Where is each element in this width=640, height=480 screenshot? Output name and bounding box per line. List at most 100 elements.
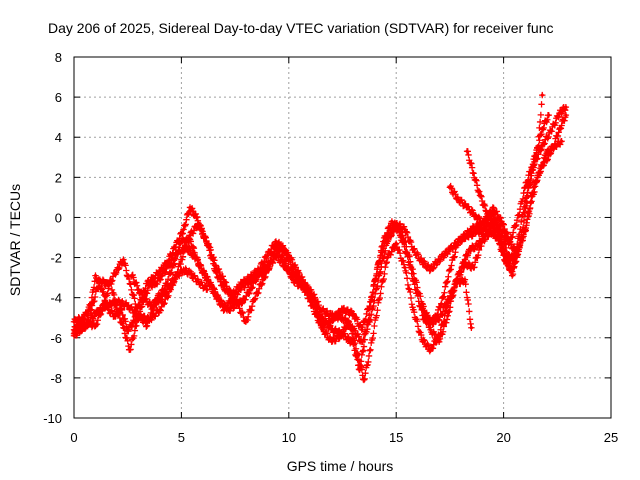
chart-title: Day 206 of 2025, Sidereal Day-to-day VTE…	[48, 20, 554, 36]
data-point	[517, 213, 521, 218]
series-trace-8	[128, 265, 211, 311]
data-point	[330, 328, 334, 332]
data-point	[459, 237, 463, 242]
data-point	[179, 257, 183, 262]
data-point	[377, 298, 381, 302]
data-point	[321, 328, 325, 332]
data-point	[448, 267, 452, 272]
data-point	[93, 324, 98, 328]
data-point	[437, 257, 441, 262]
y-tick-label: -6	[50, 331, 62, 346]
data-point	[340, 316, 345, 320]
data-point	[188, 272, 192, 276]
data-point	[360, 340, 364, 344]
data-point	[136, 288, 141, 292]
data-point	[72, 334, 76, 338]
data-point	[214, 269, 218, 274]
data-point	[340, 308, 345, 312]
series-trace-4	[70, 111, 552, 384]
x-tick-label: 5	[178, 430, 185, 445]
data-point	[484, 209, 489, 214]
data-point	[218, 300, 222, 304]
data-point	[491, 225, 495, 230]
data-point	[119, 308, 123, 312]
data-point	[115, 308, 119, 312]
data-point	[549, 129, 553, 133]
data-point	[147, 284, 151, 288]
x-tick-label: 25	[604, 430, 618, 445]
data-point	[257, 267, 261, 272]
data-point	[420, 302, 424, 306]
data-point	[529, 165, 534, 169]
x-tick-label: 10	[282, 430, 296, 445]
data-series	[70, 91, 570, 384]
data-point	[517, 247, 521, 252]
data-point	[121, 257, 126, 262]
data-point	[403, 265, 407, 270]
data-point	[205, 241, 209, 246]
data-point	[179, 239, 183, 244]
data-point	[368, 348, 373, 352]
data-point	[411, 272, 415, 276]
data-point	[394, 241, 398, 246]
data-point	[209, 284, 214, 288]
x-tick-label: 0	[70, 430, 77, 445]
data-point	[121, 326, 126, 330]
data-point	[222, 280, 226, 284]
data-point	[377, 259, 381, 264]
data-point	[261, 278, 265, 282]
data-point	[184, 245, 188, 250]
data-point	[413, 288, 418, 292]
data-point	[151, 276, 156, 280]
y-tick-label: 0	[55, 210, 62, 225]
data-point	[510, 274, 514, 278]
data-point	[420, 338, 424, 342]
data-point	[154, 282, 158, 286]
data-point	[231, 296, 235, 300]
data-point	[270, 259, 274, 264]
data-point	[248, 280, 252, 284]
axis-ticks: 0 5 10 15 20 25 -10 -8 -6 -4 -2 0 2 4 6 8	[43, 50, 618, 445]
data-point	[360, 328, 364, 332]
series-trace-7	[418, 275, 475, 331]
data-point	[403, 227, 407, 232]
data-point	[108, 280, 113, 284]
data-point	[214, 263, 218, 268]
data-point	[463, 257, 467, 262]
data-point	[143, 298, 147, 302]
data-point	[126, 328, 130, 332]
data-point	[80, 316, 85, 320]
data-point	[87, 322, 91, 326]
x-tick-label: 20	[496, 430, 510, 445]
data-point	[252, 298, 257, 302]
data-point	[386, 255, 390, 260]
data-point	[282, 263, 287, 268]
data-point	[278, 245, 282, 250]
data-point	[420, 259, 424, 264]
y-tick-label: 2	[55, 170, 62, 185]
data-point	[78, 328, 83, 332]
data-point	[265, 253, 269, 258]
data-point	[169, 282, 173, 286]
plot-frame	[73, 56, 612, 419]
data-point	[454, 282, 458, 286]
data-point	[484, 229, 489, 234]
data-point	[557, 111, 562, 115]
data-point	[244, 320, 248, 324]
data-point	[291, 274, 295, 278]
data-point	[89, 308, 93, 312]
data-point	[192, 253, 196, 258]
data-point	[478, 193, 482, 197]
data-point	[559, 139, 564, 143]
data-point	[347, 320, 351, 324]
data-point	[403, 239, 407, 244]
data-point	[491, 205, 495, 210]
data-point	[257, 274, 261, 278]
data-point	[482, 223, 486, 228]
x-tick-label: 15	[389, 430, 403, 445]
data-point	[166, 263, 171, 268]
data-point	[102, 302, 106, 306]
data-point	[446, 298, 450, 302]
data-point	[471, 171, 476, 175]
